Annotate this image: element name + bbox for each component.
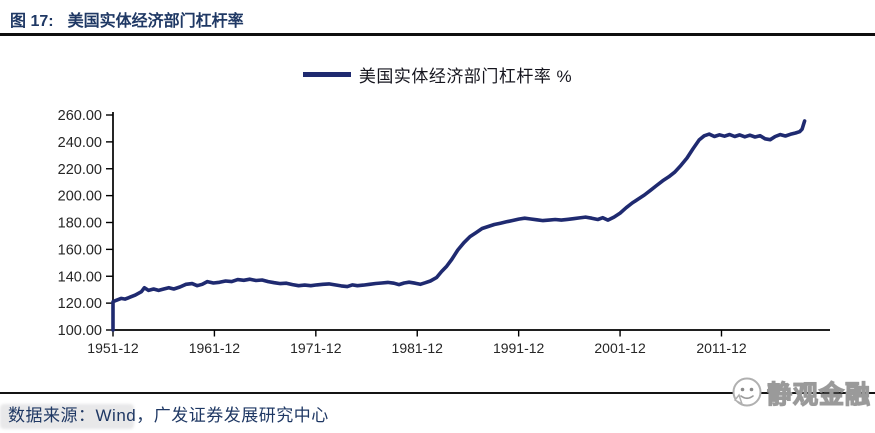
y-tick-label: 200.00 [58,189,102,205]
x-tick-label: 1971-12 [290,340,342,356]
title-divider [0,33,875,36]
figure-title-text: 美国实体经济部门杠杆率 [67,13,244,30]
y-tick-label: 120.00 [58,296,102,312]
y-tick-label: 100.00 [58,323,102,339]
y-tick-label: 260.00 [58,108,102,124]
x-tick-label: 1981-12 [392,340,444,356]
y-tick-label: 140.00 [58,269,102,285]
figure-number-label: 图 17: [10,13,54,30]
data-source-text: 数据来源：Wind，广发证券发展研究中心 [8,406,329,425]
brand-logo-icon [730,376,764,410]
leverage-ratio-line [111,119,807,332]
legend-label: 美国实体经济部门杠杆率 % [358,67,573,86]
x-tick-label: 1951-12 [87,340,139,356]
legend-line-swatch [302,72,351,77]
x-tick-label: 2011-12 [696,340,747,356]
x-tick-label: 1991-12 [493,340,545,356]
figure-title: 图 17: 美国实体经济部门杠杆率 [10,7,244,31]
chart-legend: 美国实体经济部门杠杆率 % [0,62,875,87]
y-tick-label: 220.00 [58,162,102,178]
y-tick-label: 180.00 [58,216,102,232]
footer-divider [0,392,875,394]
x-tick-label: 2001-12 [594,340,646,356]
brand-name-text: 静观金融 [766,380,871,409]
y-tick-label: 160.00 [58,242,102,258]
y-tick-label: 240.00 [58,135,102,151]
faint-watermark [0,404,134,429]
x-tick-label: 1961-12 [189,340,241,356]
brand-watermark: 静观金融 [730,375,871,411]
